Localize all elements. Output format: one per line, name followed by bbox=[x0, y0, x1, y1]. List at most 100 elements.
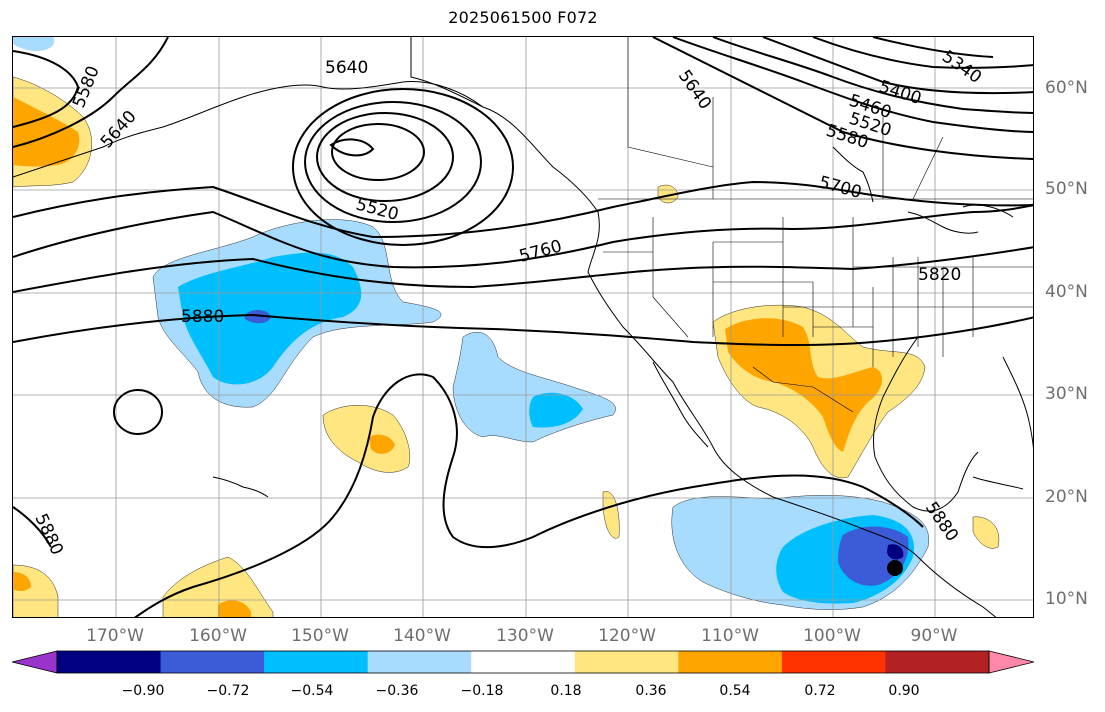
height-contours bbox=[13, 37, 1033, 617]
contour-5580-inner bbox=[304, 101, 482, 223]
colorbar-label-neg-0-54: −0.54 bbox=[290, 683, 334, 699]
alaska-coast bbox=[13, 84, 324, 178]
florida-east bbox=[1002, 356, 1033, 449]
pos-anomaly-canada-small bbox=[657, 184, 679, 204]
anomaly-fills bbox=[13, 37, 1000, 617]
colorbar-segment bbox=[160, 651, 265, 673]
pos-anomaly-hawaii-ne-core bbox=[369, 434, 395, 454]
contour-5580-northeast bbox=[672, 37, 1033, 133]
colorbar-segment bbox=[367, 651, 472, 673]
contour-5520-northeast bbox=[712, 37, 1033, 114]
contour-5460-northeast bbox=[762, 37, 1033, 95]
contour-label-5340: 5340 bbox=[938, 47, 985, 88]
hawaii-islands bbox=[212, 476, 269, 498]
alaska-south bbox=[322, 81, 484, 108]
neg-anomaly-northwest bbox=[13, 37, 55, 52]
colorbar-label-neg-0-36: −0.36 bbox=[375, 683, 419, 699]
contour-5340-northeast bbox=[872, 37, 994, 58]
colorbar bbox=[12, 650, 1034, 674]
contour-5640-northeast bbox=[652, 37, 1033, 160]
contour-label-5880-mid: 5880 bbox=[181, 307, 224, 327]
pos-anomaly-hawaii-ne bbox=[322, 405, 411, 473]
contour-5520-inner bbox=[316, 112, 454, 202]
contour-label-5700: 5700 bbox=[817, 173, 864, 204]
contour-label-5640-nw: 5640 bbox=[97, 107, 141, 153]
contour-5880-south bbox=[134, 373, 458, 617]
contour-label-5640-top: 5640 bbox=[325, 58, 368, 78]
lat-label-30n: 30°N bbox=[1045, 384, 1088, 404]
colorbar-label-neg-0-90: −0.90 bbox=[121, 683, 165, 699]
lon-label-170w: 170°W bbox=[86, 626, 144, 646]
map-canvas: 5640 5580 5640 5520 5640 5400 5460 5520 … bbox=[13, 37, 1033, 617]
contour-5400-low bbox=[329, 138, 375, 157]
contour-5880-north bbox=[13, 313, 1033, 347]
colorbar-extend-high bbox=[988, 650, 1034, 674]
colorbar-label-pos-0-54: 0.54 bbox=[719, 683, 751, 699]
neg-anomaly-eastern-pacific-darkest bbox=[887, 544, 904, 560]
neg-anomaly-central-core bbox=[529, 392, 583, 428]
contour-label-5820: 5820 bbox=[918, 265, 961, 285]
lat-label-60n: 60°N bbox=[1045, 78, 1088, 98]
contour-label-5640-ne: 5640 bbox=[674, 66, 715, 113]
newfoundland bbox=[962, 204, 1014, 218]
colorbar-label-pos-0-90: 0.90 bbox=[888, 683, 920, 699]
pos-anomaly-south-pacific-core bbox=[218, 600, 251, 617]
hudson-bay bbox=[832, 146, 874, 203]
lat-label-50n: 50°N bbox=[1045, 179, 1088, 199]
lon-label-160w: 160°W bbox=[189, 626, 247, 646]
contour-5460-inner bbox=[331, 123, 425, 181]
contour-5700 bbox=[13, 180, 1033, 239]
map-panel: 5640 5580 5640 5520 5640 5400 5460 5520 … bbox=[12, 36, 1034, 618]
colorbar-label-neg-0-72: −0.72 bbox=[206, 683, 250, 699]
colorbar-segment bbox=[678, 651, 783, 673]
colorbar-label-pos-0-36: 0.36 bbox=[635, 683, 667, 699]
lon-label-90w: 90°W bbox=[910, 626, 958, 646]
colorbar-segment bbox=[471, 651, 576, 673]
lat-label-10n: 10°N bbox=[1045, 589, 1088, 609]
contour-5880-small-ring bbox=[113, 389, 163, 435]
colorbar-outline bbox=[56, 650, 990, 674]
lon-label-110w: 110°W bbox=[701, 626, 759, 646]
contour-label-5760: 5760 bbox=[517, 236, 564, 267]
lon-label-140w: 140°W bbox=[393, 626, 451, 646]
contour-5400-northeast bbox=[812, 37, 1033, 69]
contour-5880-east bbox=[442, 456, 924, 549]
colorbar-segment bbox=[264, 651, 369, 673]
map-title: 2025061500 F072 bbox=[448, 8, 598, 27]
contour-5760 bbox=[13, 204, 1033, 269]
colorbar-segment bbox=[57, 651, 162, 673]
pos-anomaly-northwest-core bbox=[13, 97, 80, 167]
pos-anomaly-southwest-core bbox=[13, 572, 31, 592]
colorbar-segments bbox=[12, 650, 1034, 674]
pos-anomaly-gulf-small bbox=[602, 491, 620, 539]
contour-5520-center bbox=[292, 88, 514, 246]
contour-5880-southwest bbox=[13, 506, 52, 548]
storm-marker bbox=[887, 560, 903, 576]
contour-label-5580-nw: 5580 bbox=[69, 63, 104, 111]
colorbar-extend-low bbox=[12, 650, 58, 674]
colorbar-segment bbox=[885, 651, 990, 673]
contour-5580-northwest bbox=[13, 50, 80, 128]
lat-label-40n: 40°N bbox=[1045, 282, 1088, 302]
colorbar-segment bbox=[781, 651, 886, 673]
colorbar-segment bbox=[574, 651, 679, 673]
pos-anomaly-texas-core bbox=[725, 318, 883, 452]
lon-label-150w: 150°W bbox=[291, 626, 349, 646]
baja-california bbox=[652, 361, 709, 448]
great-lakes bbox=[907, 211, 979, 234]
lat-label-20n: 20°N bbox=[1045, 487, 1088, 507]
colorbar-label-neg-0-18: −0.18 bbox=[460, 683, 504, 699]
north-america-west-coast bbox=[410, 37, 997, 617]
coastlines bbox=[13, 37, 1033, 617]
colorbar-label-pos-0-72: 0.72 bbox=[804, 683, 836, 699]
neg-anomaly-pacific-west-dark bbox=[245, 309, 271, 324]
graticule bbox=[13, 37, 1033, 617]
state-borders bbox=[598, 37, 1033, 413]
lon-label-120w: 120°W bbox=[598, 626, 656, 646]
cuba bbox=[972, 476, 1024, 490]
pos-anomaly-south-pacific bbox=[162, 556, 274, 617]
colorbar-label-pos-0-18: 0.18 bbox=[550, 683, 582, 699]
gulf-coast bbox=[872, 336, 979, 512]
lon-label-100w: 100°W bbox=[803, 626, 861, 646]
contour-5640-northwest bbox=[13, 37, 169, 148]
